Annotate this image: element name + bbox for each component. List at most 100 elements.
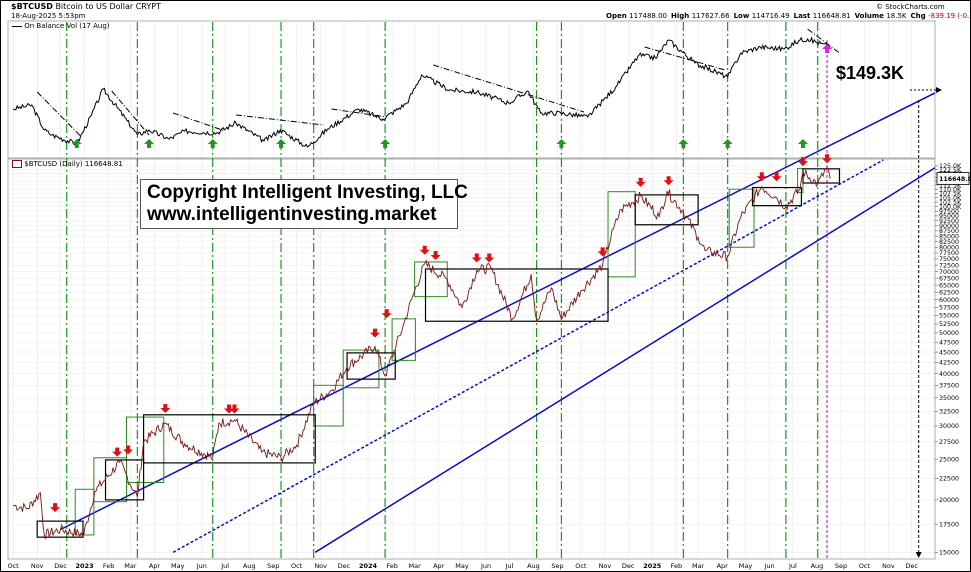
red-down-arrow (597, 247, 608, 257)
quote-value: 18.5K (886, 12, 907, 20)
quote-label: Low (733, 12, 752, 20)
y-tick-label: 90000 (939, 223, 959, 230)
red-down-arrow (430, 250, 441, 260)
green-step-box (414, 261, 448, 298)
x-tick-label: Aug (527, 562, 540, 570)
target-label: $149.3K (836, 63, 905, 83)
quote-item: Volume 18.5K (855, 12, 907, 20)
quote-value: -839.19 (-0.71%) (928, 12, 971, 20)
x-tick-label: Apr (149, 562, 161, 570)
y-tick-label: 27500 (939, 439, 959, 446)
y-tick-label: 55000 (939, 313, 959, 320)
red-down-arrow (50, 503, 61, 513)
green-up-arrow (380, 139, 391, 148)
header-title-row: $BTCUSD Bitcoin to US Dollar CRYPT (11, 2, 161, 11)
target-right-arrowhead (936, 87, 942, 93)
magenta-up-arrow (822, 44, 833, 53)
source-credit: © StockCharts.com (876, 3, 945, 11)
y-tick-label: 50000 (939, 330, 959, 337)
x-tick-label: Dec (622, 562, 635, 570)
y-tick-label: 97500 (939, 208, 959, 215)
y-tick-label: 30000 (939, 423, 959, 430)
x-tick-label: Feb (386, 562, 398, 570)
green-step-box (74, 488, 95, 536)
y-tick-label: 35000 (939, 395, 959, 402)
y-tick-label: 70000 (939, 269, 959, 276)
y-tick-label: 47500 (939, 339, 959, 346)
obv-trendline (331, 108, 387, 118)
quote-label: Volume (854, 12, 887, 20)
channel-lower-line (314, 167, 936, 553)
x-tick-label: Sep (835, 562, 847, 570)
price-legend: $BTCUSD (Daily) 116648.81 (12, 160, 123, 168)
obv-trendline (235, 114, 324, 126)
x-tick-label: Nov (882, 562, 895, 570)
x-tick-label: Jul (220, 562, 229, 570)
box-layer (36, 167, 841, 538)
price-panel-frame (7, 158, 936, 560)
timestamp: 18-Aug-2025 5:53pm (11, 12, 86, 20)
quote-item: High 117627.66 (671, 12, 730, 20)
y-tick-label: 72500 (939, 262, 959, 269)
red-down-arrow (635, 177, 646, 187)
red-down-arrow (370, 328, 381, 338)
red-down-arrow (663, 176, 674, 186)
y-tick-label: 107.5K (939, 191, 962, 198)
green-up-arrow (722, 139, 733, 148)
quote-label: Chg (910, 12, 929, 20)
y-tick-label: 25000 (939, 456, 959, 463)
x-tick-label: Jun (763, 562, 774, 570)
x-tick-label: Nov (31, 562, 44, 570)
x-tick-label: Oct (859, 562, 871, 570)
green-step-box (391, 318, 416, 361)
quote-value: 117627.66 (691, 12, 730, 20)
y-tick-label: 45000 (939, 349, 959, 356)
x-tick-label: May (739, 562, 753, 570)
consolidation-box (424, 268, 609, 322)
quote-value: 117488.00 (629, 12, 667, 20)
y-tick-label: 57500 (939, 305, 959, 312)
red-down-arrow (756, 172, 767, 182)
quote-item: Open 117488.00 (606, 12, 667, 20)
green-up-arrow (144, 139, 155, 148)
x-tick-label: Jul (504, 562, 513, 570)
last-price-tag-text: 116648.81 (939, 176, 971, 183)
consolidation-box (751, 186, 803, 207)
y-tick-label: 32500 (939, 409, 959, 416)
green-step-box (342, 349, 380, 389)
obv-trendline (644, 46, 726, 71)
green-up-arrow (276, 139, 287, 148)
x-tick-label: Feb (103, 562, 115, 570)
y-tick-label: 65000 (939, 282, 959, 289)
green-up-arrow (207, 139, 218, 148)
red-down-arrow (471, 253, 482, 263)
x-tick-label: Nov (314, 562, 327, 570)
x-tick-label: Apr (433, 562, 445, 570)
red-down-arrow (771, 172, 782, 182)
y-tick-label: 60000 (939, 297, 959, 304)
quote-value: 116648.81 (812, 12, 851, 20)
green-step-box (313, 384, 344, 427)
x-tick-label: Oct (291, 562, 303, 570)
x-tick-label: 2024 (359, 562, 378, 570)
green-step-box (728, 188, 755, 248)
y-tick-label: 112.5K (939, 182, 962, 189)
red-down-arrow (112, 447, 123, 457)
series-layer (12, 28, 840, 540)
x-tick-label: Mar (692, 562, 705, 570)
x-tick-label: Apr (717, 562, 729, 570)
target-layer: 116648.81 (910, 87, 971, 558)
x-tick-label: Nov (599, 562, 612, 570)
green-step-box (93, 457, 127, 503)
y-tick-label: 75000 (939, 256, 959, 263)
y-tick-label: 87500 (939, 228, 959, 235)
y-tick-label: 77500 (939, 250, 959, 257)
consolidation-box (634, 194, 699, 226)
x-tick-label: Aug (811, 562, 824, 570)
copyright-box: Copyright Intelligent Investing, LLC www… (140, 179, 468, 229)
y-tick-label: 92500 (939, 218, 959, 225)
x-tick-label: 2025 (643, 562, 662, 570)
y-tick-label: 102.5K (939, 199, 962, 206)
